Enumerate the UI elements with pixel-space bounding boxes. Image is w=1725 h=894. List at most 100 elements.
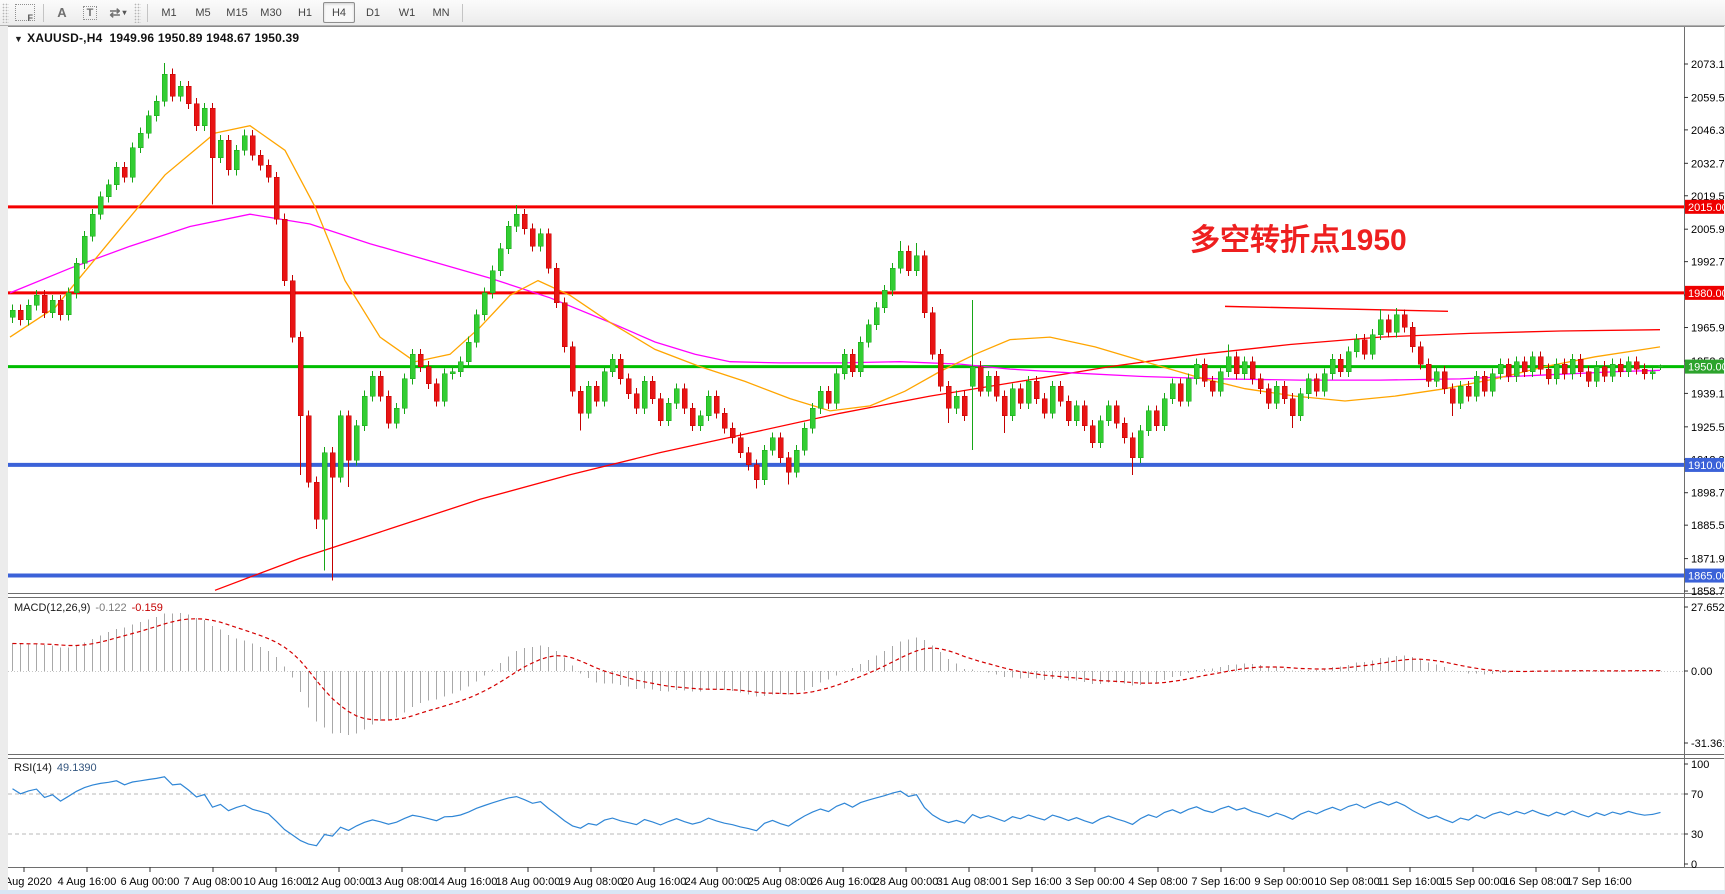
candle-body (1553, 363, 1560, 380)
candle-body (1529, 356, 1536, 372)
cursor-button[interactable]: A (49, 1, 75, 24)
status-bar-edge (0, 890, 1725, 894)
timeframe-button-h4[interactable]: H4 (323, 2, 355, 23)
candle-body (1281, 386, 1288, 399)
candle-body (881, 290, 888, 308)
date-axis-label: 28 Aug 00:00 (874, 876, 939, 888)
candle-body (193, 103, 200, 126)
date-axis-label: 6 Aug 00:00 (121, 876, 180, 888)
collapse-triangle-icon[interactable]: ▼ (14, 34, 24, 44)
candle-body (945, 386, 952, 409)
timeframe-button-m30[interactable]: M30 (260, 6, 282, 19)
timeframe-button-m5[interactable]: M5 (195, 6, 211, 19)
timeframe-button-d1[interactable]: D1 (365, 6, 381, 19)
rsi-value: 49.1390 (56, 762, 97, 774)
template-grid-button[interactable]: F (12, 1, 38, 24)
candle-body (265, 164, 272, 178)
candle-body (689, 408, 696, 426)
template-grid-icon: F (15, 4, 35, 23)
resistance-trendline-segment[interactable] (1224, 305, 1449, 312)
toolbar-divider (462, 3, 463, 22)
price-level-badge (1685, 199, 1724, 214)
candle-body (1505, 363, 1512, 377)
timeframe-button-m1[interactable]: M1 (161, 6, 177, 19)
candle-body (161, 73, 168, 102)
slow-ma-red-line (214, 329, 1661, 591)
candle-body (305, 415, 312, 483)
candle-body (649, 381, 656, 399)
candle-body (929, 312, 936, 355)
candle-body (1593, 366, 1600, 382)
price-axis-label: 2019.50 (1691, 191, 1724, 203)
symbol-title[interactable]: ▼ XAUUSD-,H4 1949.96 1950.89 1948.67 1950… (14, 31, 299, 45)
candle-body (1577, 358, 1584, 372)
timeframe-button-mn[interactable]: MN (432, 6, 450, 19)
moving-averages-layer (9, 125, 1661, 591)
toolbar-divider (147, 3, 148, 22)
candle-body (697, 415, 704, 426)
top-toolbar: F A T ⇄ ▾ M1 M5 M15 M30 H1 H4 D1 W1 MN (0, 0, 1725, 26)
candle-body (425, 366, 432, 385)
toolbar-grip[interactable] (134, 2, 141, 23)
chart-canvas[interactable]: 2073.10 2059.50 2046.30 2032.70 2019.50 2005.… (8, 27, 1724, 891)
candle-body (521, 213, 528, 230)
candle-body (713, 395, 720, 414)
candle-body (729, 427, 736, 439)
candle-body (361, 395, 368, 426)
candle-body (497, 248, 504, 271)
candle-body (665, 403, 672, 421)
candle-body (1113, 405, 1120, 424)
date-axis-label: 11 Sep 16:00 (1378, 876, 1443, 888)
price-badges-layer: 2015.00 1980.00 1950.00 1910.00 1865.00 (1685, 199, 1724, 583)
candle-body (1385, 319, 1392, 333)
candle-body (593, 386, 600, 402)
candle-body (985, 376, 992, 392)
candle-body (1009, 388, 1016, 417)
rsi-layer (8, 776, 1684, 847)
timeframe-button-w1[interactable]: W1 (398, 6, 416, 19)
rsi-label: RSI(14) 49.1390 (14, 762, 97, 774)
candle-body (529, 228, 536, 247)
candle-body (777, 437, 784, 458)
timeframe-button-h1[interactable]: H1 (297, 6, 313, 19)
date-axis-label: 26 Aug 16:00 (811, 876, 876, 888)
macd-label: MACD(12,26,9) -0.122 -0.159 (14, 602, 163, 614)
candle-body (1001, 395, 1008, 417)
macd-main-value: -0.122 (95, 602, 127, 614)
candle-body (889, 268, 896, 291)
text-label-button[interactable]: T (77, 1, 103, 24)
candle-body (233, 150, 240, 171)
candle-body (1657, 365, 1664, 367)
candle-body (545, 233, 552, 269)
mid-ma-magenta-line (9, 213, 1661, 381)
cycle-timeframes-button[interactable]: ⇄ ▾ (105, 1, 131, 24)
candle-body (1585, 371, 1592, 382)
price-level-badge-text: 1950.00 (1688, 362, 1724, 374)
candle-body (73, 263, 80, 294)
timeframe-button-m15[interactable]: M15 (226, 6, 248, 19)
candle-body (201, 108, 208, 126)
chart-annotation-text[interactable]: 多空转折点1950 (1190, 224, 1407, 257)
candle-body (409, 354, 416, 380)
candle-body (825, 390, 832, 404)
toolbar-grip[interactable] (2, 2, 9, 23)
candle-body (1017, 388, 1024, 404)
toolbar-divider (43, 3, 44, 22)
candle-body (1465, 386, 1472, 397)
date-axis-label: 25 Aug 08:00 (748, 876, 813, 888)
candle-body (273, 177, 280, 220)
candle-body (1041, 398, 1048, 414)
candle-body (1561, 363, 1568, 375)
ohlc-values: 1949.96 1950.89 1948.67 1950.39 (109, 31, 300, 45)
candle-body (785, 457, 792, 473)
candle-body (281, 218, 288, 281)
candle-body (257, 154, 264, 166)
candle-body (321, 452, 328, 520)
chevron-down-icon: ▾ (122, 8, 127, 17)
candle-body (873, 307, 880, 326)
candle-body (1321, 373, 1328, 392)
price-level-badge (1685, 568, 1724, 583)
candle-body (1257, 378, 1264, 389)
candle-body (209, 108, 216, 158)
candle-body (401, 378, 408, 409)
